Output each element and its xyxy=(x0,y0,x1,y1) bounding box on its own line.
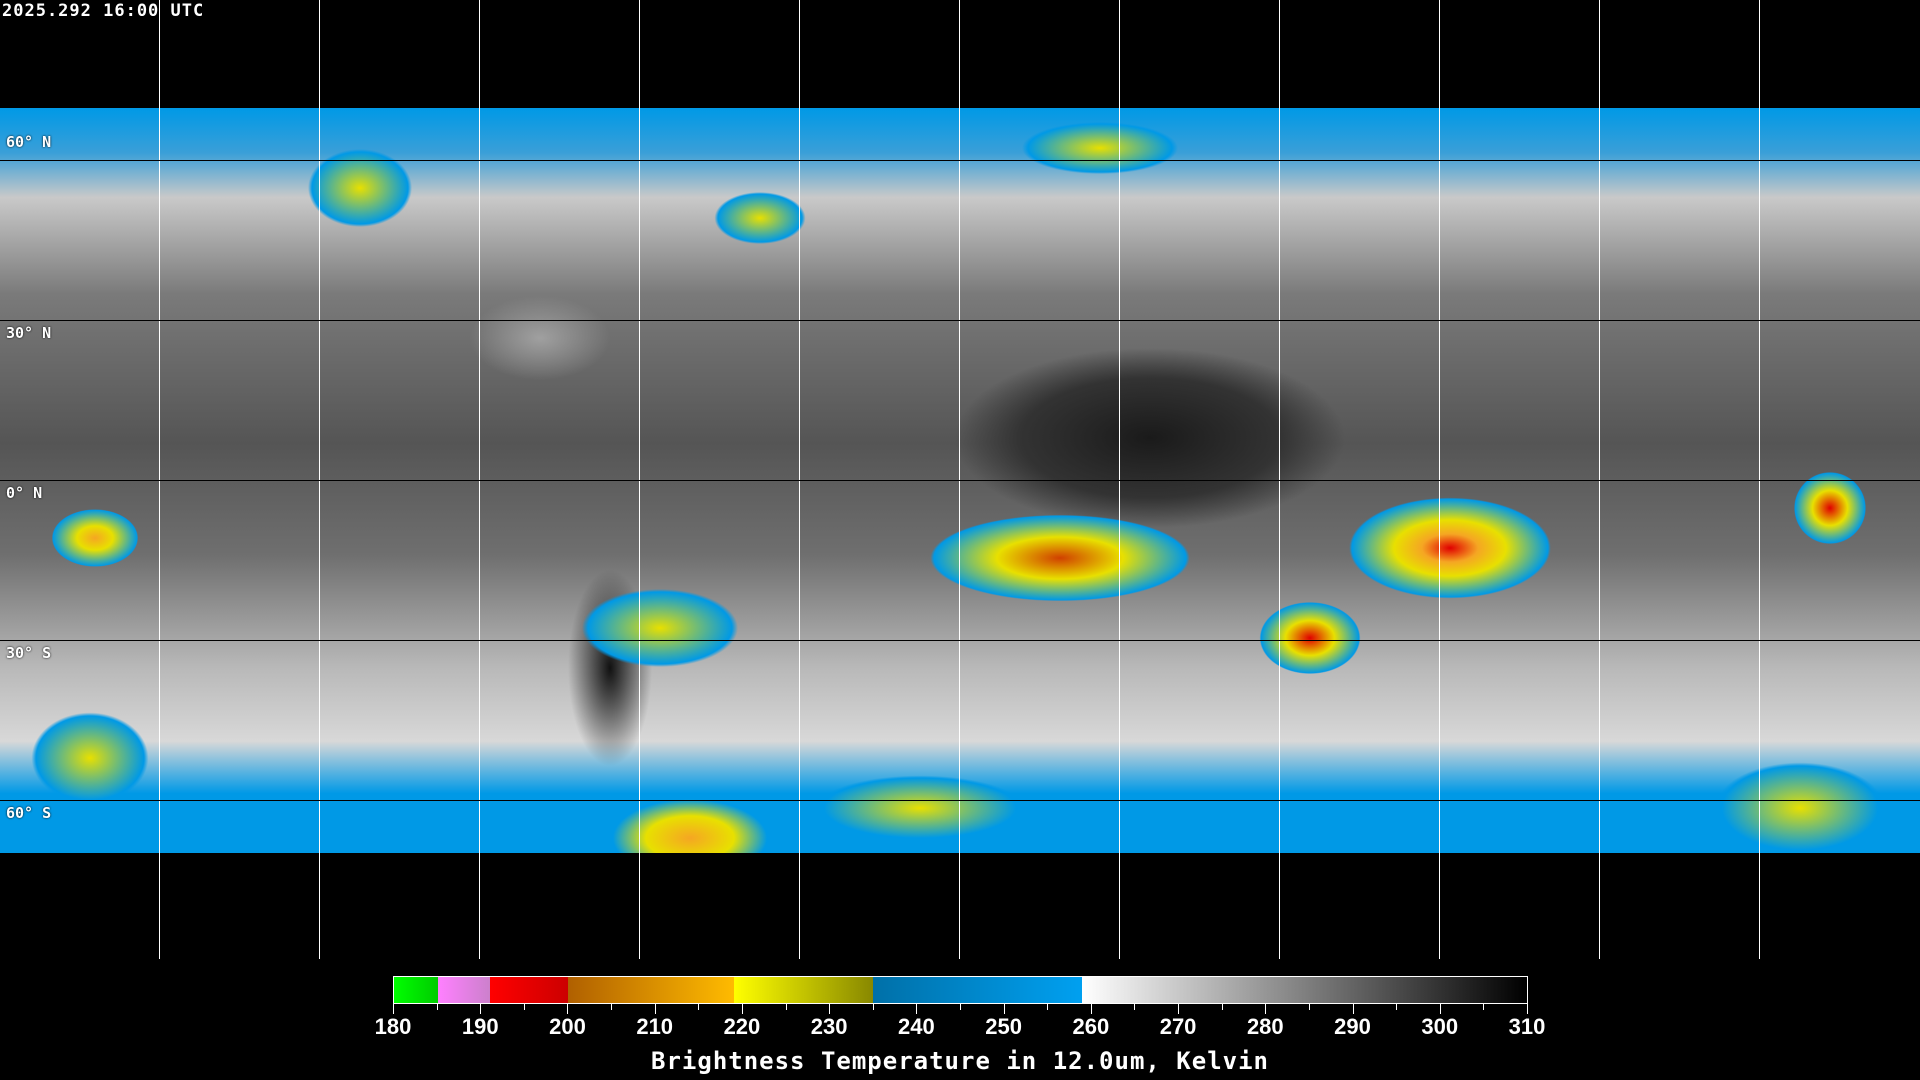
meridian-line xyxy=(319,0,320,959)
parallel-line xyxy=(0,320,1920,321)
colorbar-tick xyxy=(1308,1004,1310,1010)
meridian-line xyxy=(959,0,960,959)
colorbar-segment xyxy=(733,977,874,1003)
colorbar-tick xyxy=(1003,1004,1005,1014)
colorbar-segment xyxy=(873,977,1083,1003)
parallel-line xyxy=(0,640,1920,641)
colorbar xyxy=(393,976,1528,1004)
meridian-line xyxy=(1279,0,1280,959)
colorbar-title: Brightness Temperature in 12.0um, Kelvin xyxy=(651,1047,1269,1075)
colorbar-tick xyxy=(1221,1004,1223,1010)
colorbar-tick xyxy=(1265,1004,1267,1014)
colorbar-tick-label: 300 xyxy=(1421,1014,1459,1039)
colorbar-tick xyxy=(1352,1004,1354,1014)
colorbar-tick xyxy=(1527,1004,1528,1014)
colorbar-segment xyxy=(1082,977,1527,1003)
meridian-line xyxy=(1439,0,1440,959)
colorbar-tick xyxy=(785,1004,787,1010)
colorbar-tick xyxy=(1134,1004,1136,1010)
meridian-line xyxy=(479,0,480,959)
colorbar-tick xyxy=(698,1004,700,1010)
meridian-line xyxy=(1759,0,1760,959)
colorbar-tick-label: 220 xyxy=(723,1014,761,1039)
colorbar-tick xyxy=(1483,1004,1485,1010)
colorbar-segment xyxy=(437,977,490,1003)
colorbar-tick-label: 210 xyxy=(636,1014,674,1039)
colorbar-tick-label: 240 xyxy=(898,1014,935,1039)
colorbar-tick-label: 310 xyxy=(1508,1014,1546,1039)
colorbar-tick xyxy=(523,1004,525,1010)
colorbar-tick xyxy=(611,1004,613,1010)
colorbar-tick-label: 290 xyxy=(1334,1014,1371,1039)
lat-label-0n: 0° N xyxy=(6,484,43,502)
colorbar-segment xyxy=(489,977,569,1003)
lat-label-30s: 30° S xyxy=(6,644,52,662)
colorbar-tick-label: 270 xyxy=(1159,1014,1197,1039)
colorbar-tick xyxy=(1047,1004,1049,1010)
colorbar-tick-label: 190 xyxy=(461,1014,499,1039)
lat-label-60n: 60° N xyxy=(6,133,52,151)
colorbar-segment xyxy=(568,977,734,1003)
parallel-line xyxy=(0,800,1920,801)
colorbar-segment xyxy=(394,977,438,1003)
colorbar-tick-label: 280 xyxy=(1246,1014,1284,1039)
colorbar-tick xyxy=(436,1004,438,1010)
colorbar-tick-label: 260 xyxy=(1072,1014,1110,1039)
meridian-line xyxy=(159,0,160,959)
colorbar-tick xyxy=(1090,1004,1092,1014)
parallel-line xyxy=(0,160,1920,161)
colorbar-tick xyxy=(916,1004,918,1014)
colorbar-tick xyxy=(960,1004,961,1010)
lat-label-60s: 60° S xyxy=(6,804,52,822)
colorbar-tick xyxy=(872,1004,874,1010)
meridian-line xyxy=(639,0,640,959)
meridian-line xyxy=(1599,0,1600,959)
colorbar-tick xyxy=(654,1004,656,1014)
timestamp: 2025.292 16:00 UTC xyxy=(2,1,205,21)
meridian-line xyxy=(1119,0,1120,959)
colorbar-tick xyxy=(1178,1004,1180,1014)
colorbar-tick xyxy=(567,1004,569,1014)
satellite-map: 60° N 30° N 0° N 30° S 60° S xyxy=(0,0,1920,959)
colorbar-tick xyxy=(480,1004,482,1014)
colorbar-tick xyxy=(1396,1004,1398,1010)
parallel-line xyxy=(0,480,1920,481)
meridian-line xyxy=(799,0,800,959)
colorbar-tick-label: 200 xyxy=(549,1014,586,1039)
colorbar-tick xyxy=(1439,1004,1441,1014)
colorbar-tick-label: 180 xyxy=(374,1014,412,1039)
colorbar-tick xyxy=(741,1004,743,1014)
colorbar-tick-label: 230 xyxy=(810,1014,848,1039)
colorbar-tick xyxy=(393,1004,394,1014)
lat-label-30n: 30° N xyxy=(6,324,52,342)
colorbar-tick-label: 250 xyxy=(985,1014,1022,1039)
colorbar-tick xyxy=(829,1004,831,1014)
